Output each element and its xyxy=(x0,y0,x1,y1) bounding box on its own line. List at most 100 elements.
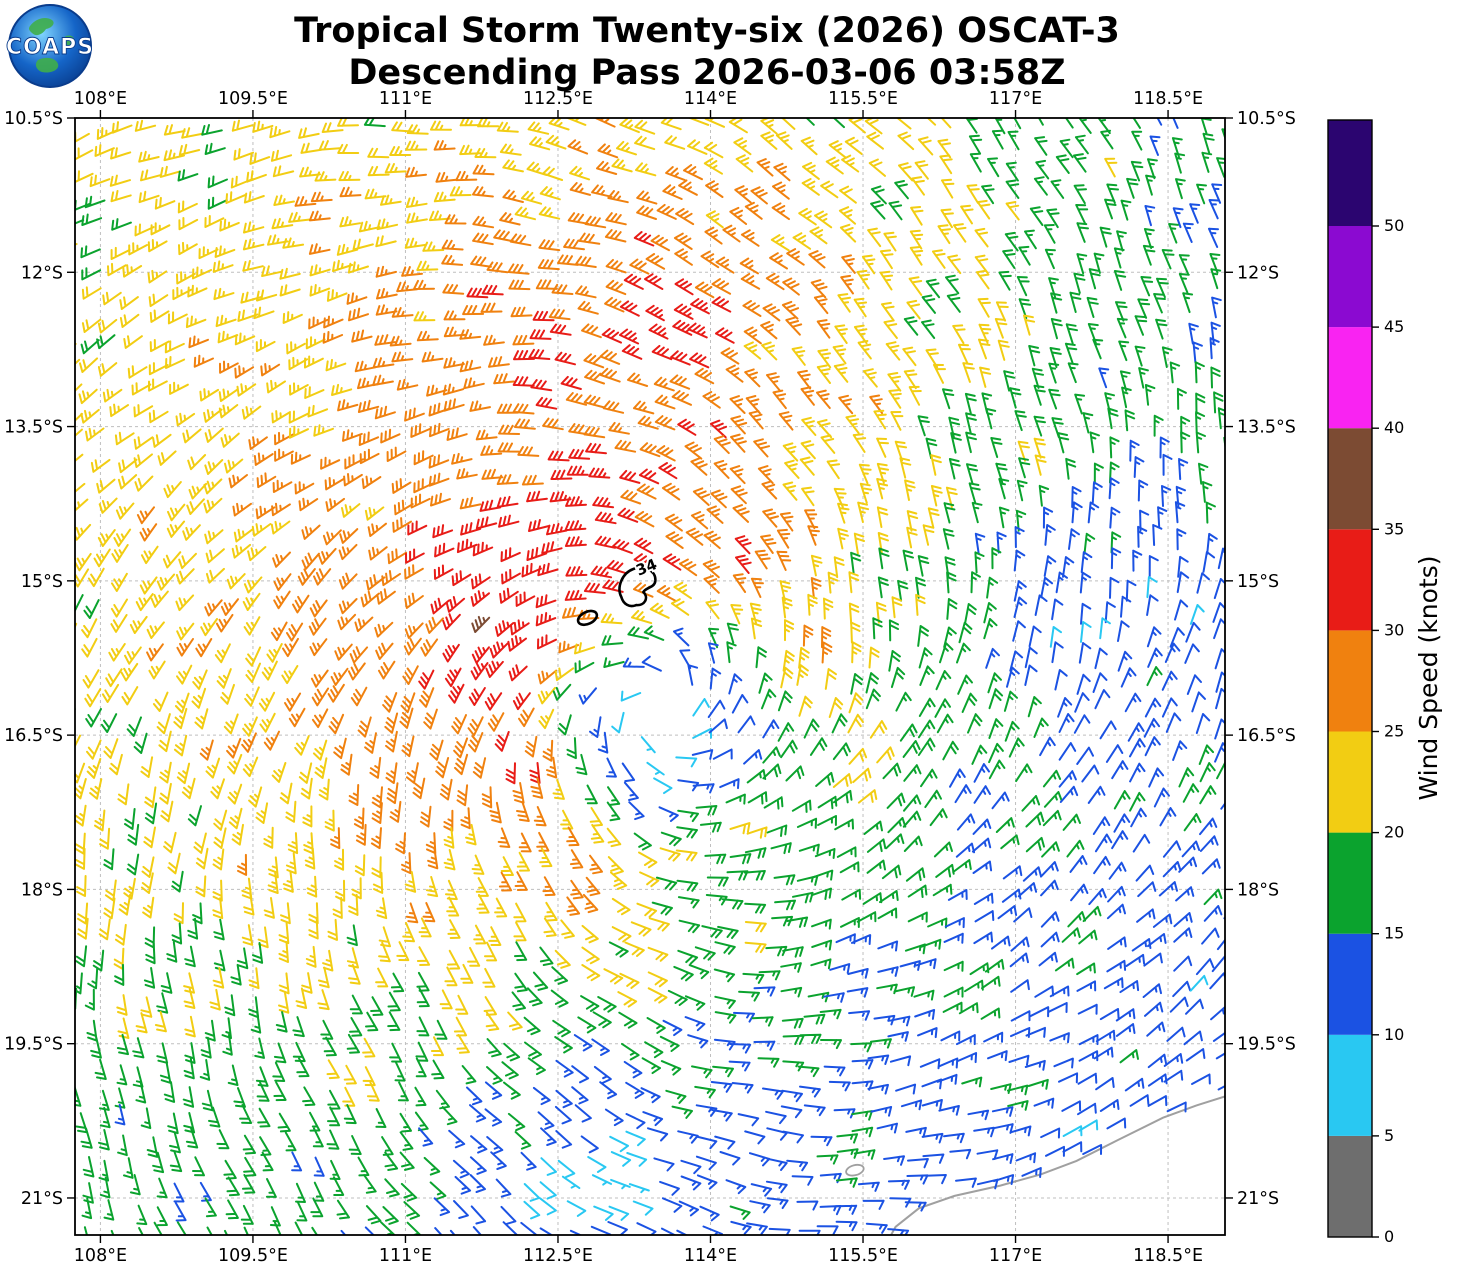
wind-barb xyxy=(899,723,918,742)
wind-barb xyxy=(323,1036,337,1057)
wind-barb xyxy=(154,1011,167,1033)
wind-barb xyxy=(318,140,341,151)
wind-barb xyxy=(703,141,724,159)
wind-barb xyxy=(428,472,450,487)
wind-barb xyxy=(1115,1023,1136,1037)
wind-barb xyxy=(554,351,576,366)
wind-barb xyxy=(551,283,574,295)
colorbar-tick-label: 15 xyxy=(1384,924,1404,943)
wind-barb xyxy=(542,739,554,762)
wind-barb xyxy=(164,340,185,354)
wind-barb xyxy=(1013,596,1028,618)
wind-barb xyxy=(313,1181,325,1202)
wind-barb xyxy=(625,1113,646,1130)
wind-barb xyxy=(1142,244,1156,266)
wind-barb xyxy=(953,223,967,243)
wind-barb xyxy=(810,1135,833,1147)
wind-barb xyxy=(305,336,326,350)
wind-barb xyxy=(1006,1084,1029,1096)
wind-barb xyxy=(156,1042,169,1064)
wind-barb xyxy=(114,431,135,446)
wind-barb xyxy=(1031,367,1044,389)
wind-barb xyxy=(117,1134,128,1157)
wind-barb xyxy=(275,1011,288,1033)
wind-barb xyxy=(537,259,560,271)
wind-barb xyxy=(459,359,482,373)
wind-barb xyxy=(90,458,111,473)
wind-barb xyxy=(889,1055,912,1067)
wind-barb xyxy=(502,1221,519,1235)
wind-barb xyxy=(1041,841,1060,858)
wind-barb xyxy=(888,389,902,409)
wind-barb xyxy=(386,782,399,805)
wind-barb xyxy=(926,118,937,126)
wind-barb xyxy=(75,358,81,366)
colorbar-segment xyxy=(1328,1135,1372,1237)
wind-barb xyxy=(852,767,872,784)
wind-barb xyxy=(757,465,774,485)
wind-barb xyxy=(713,459,730,479)
wind-barb xyxy=(760,118,778,135)
wind-barb xyxy=(445,879,458,901)
wind-barb xyxy=(63,1017,71,1037)
wind-barb xyxy=(188,335,209,349)
wind-barb xyxy=(550,989,569,1008)
wind-barb xyxy=(968,482,981,504)
wind-barb xyxy=(876,462,890,484)
wind-barb xyxy=(75,498,89,512)
wind-barb xyxy=(566,1200,587,1217)
wind-barb xyxy=(779,512,794,532)
logo-text: COAPS xyxy=(6,35,94,60)
wind-barb xyxy=(554,1036,573,1054)
wind-barb xyxy=(891,596,903,619)
wind-barb xyxy=(358,431,380,446)
wind-barb xyxy=(269,126,291,139)
wind-barb xyxy=(1195,392,1206,415)
wind-barb xyxy=(1120,667,1137,688)
wind-barb xyxy=(1130,160,1144,182)
wind-barb xyxy=(98,1129,110,1151)
wind-barb xyxy=(173,707,188,730)
wind-barb xyxy=(304,386,325,399)
wind-barb xyxy=(737,715,756,734)
wind-barb xyxy=(237,853,248,876)
wind-barb xyxy=(109,753,123,776)
wind-barb xyxy=(740,272,761,290)
wind-barb xyxy=(940,118,952,129)
wind-barb xyxy=(309,284,331,297)
wind-barb xyxy=(1180,431,1191,454)
wind-barb xyxy=(243,1156,257,1177)
wind-barb xyxy=(786,248,805,266)
wind-barb xyxy=(721,898,744,910)
wind-barb xyxy=(1176,528,1187,551)
wind-barb xyxy=(729,465,746,485)
wind-barb xyxy=(538,708,555,730)
wind-barb xyxy=(317,989,330,1011)
wind-barb xyxy=(714,1135,736,1150)
wind-barb xyxy=(459,496,482,510)
wind-barb xyxy=(881,864,902,880)
wind-barb xyxy=(282,637,299,658)
wind-barb xyxy=(593,1065,612,1084)
wind-barb xyxy=(942,388,955,410)
wind-barb xyxy=(280,902,291,925)
y-tick-label-right: 15°S xyxy=(1237,572,1279,592)
wind-barb xyxy=(338,572,358,590)
wind-barb xyxy=(1126,177,1139,199)
wind-barb xyxy=(1018,245,1031,266)
wind-barb xyxy=(214,245,236,258)
wind-barb xyxy=(633,231,655,247)
wind-barb xyxy=(677,896,700,909)
wind-barb xyxy=(365,1011,379,1032)
wind-barb xyxy=(152,691,169,712)
wind-barb xyxy=(301,552,320,570)
wind-barb xyxy=(217,330,239,344)
wind-barb xyxy=(851,1110,873,1121)
wind-barb xyxy=(539,847,553,868)
wind-barb xyxy=(590,823,605,844)
wind-barb xyxy=(86,1019,98,1042)
wind-barb xyxy=(1119,1049,1139,1064)
wind-barb xyxy=(271,762,287,783)
wind-barb xyxy=(212,897,224,920)
wind-barb xyxy=(974,551,985,574)
